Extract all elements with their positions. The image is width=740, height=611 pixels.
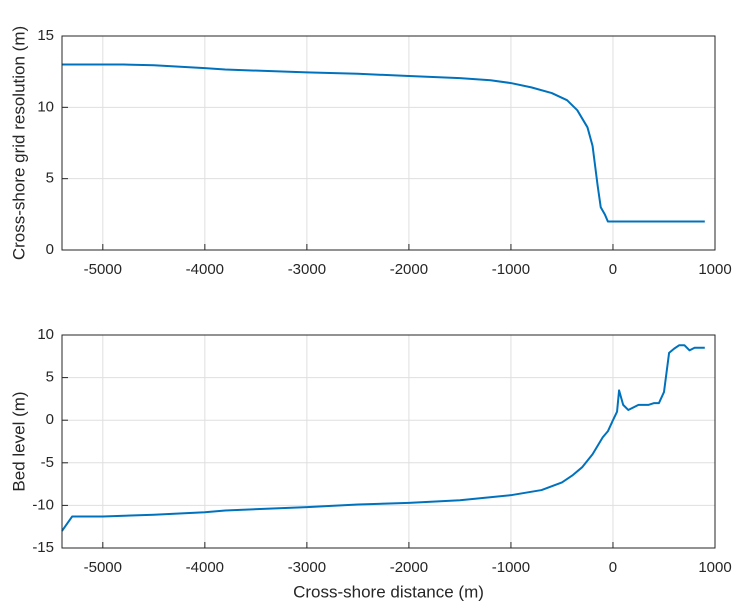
x-tick-label: 0 [609, 559, 617, 576]
y-tick-label: 0 [46, 411, 54, 428]
y-tick-label: 15 [37, 27, 54, 44]
axes-box [61, 35, 716, 251]
x-tick-label: -5000 [84, 261, 122, 278]
x-tick-label: -2000 [390, 261, 428, 278]
y-tick-label: 10 [37, 98, 54, 115]
axes-box [61, 334, 716, 549]
y-tick-label: 10 [37, 326, 54, 343]
x-tick-label: -3000 [288, 559, 326, 576]
x-axis-label: Cross-shore distance (m) [293, 582, 484, 601]
y-axis-label: Cross-shore grid resolution (m) [9, 26, 28, 260]
y-tick-label: 5 [46, 369, 54, 386]
x-tick-label: -3000 [288, 261, 326, 278]
x-tick-label: 0 [609, 261, 617, 278]
x-tick-label: -2000 [390, 559, 428, 576]
x-tick-label: -1000 [492, 559, 530, 576]
x-tick-label: 1000 [698, 261, 731, 278]
y-tick-label: -15 [32, 539, 54, 556]
y-tick-label: 0 [46, 241, 54, 258]
x-tick-label: 1000 [698, 559, 731, 576]
x-tick-label: -5000 [84, 559, 122, 576]
data-line [61, 344, 705, 532]
x-tick-label: -4000 [186, 559, 224, 576]
x-tick-label: -4000 [186, 261, 224, 278]
data-line [62, 63, 705, 223]
y-tick-label: -10 [32, 496, 54, 513]
y-tick-label: 5 [46, 170, 54, 187]
x-tick-label: -1000 [492, 261, 530, 278]
y-tick-label: -5 [41, 454, 54, 471]
y-axis-label: Bed level (m) [9, 391, 28, 491]
